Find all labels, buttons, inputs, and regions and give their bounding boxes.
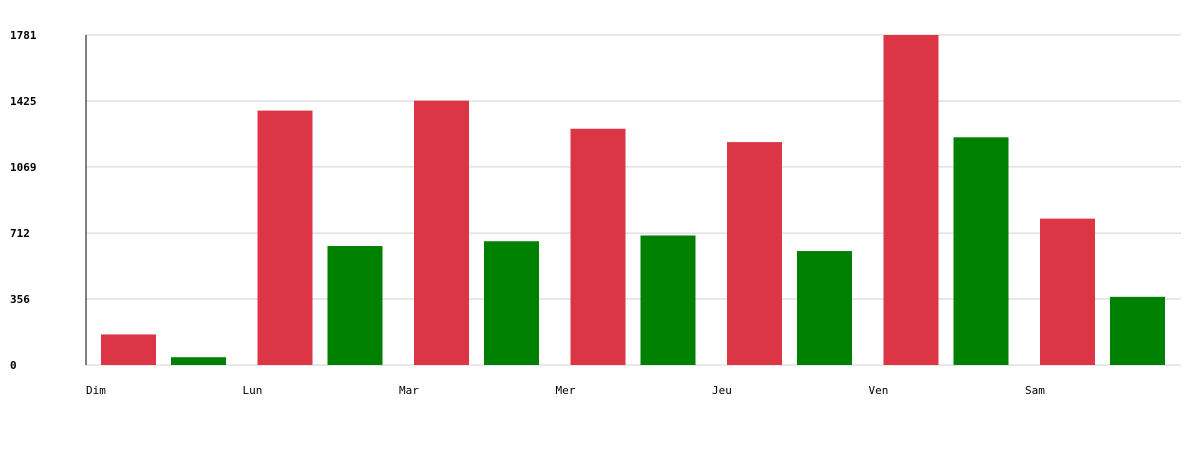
bar-ven-series-1 bbox=[883, 35, 939, 365]
y-tick-label: 1425 bbox=[10, 95, 37, 108]
x-tick-label-ven: Ven bbox=[869, 384, 889, 397]
bar-lun-series-2 bbox=[327, 246, 383, 365]
bar-dim-series-2 bbox=[171, 357, 226, 365]
y-tick-label: 1781 bbox=[10, 29, 37, 42]
y-tick-label: 1069 bbox=[10, 161, 37, 174]
bar-mar-series-2 bbox=[484, 241, 539, 365]
x-tick-label-dim: Dim bbox=[86, 384, 106, 397]
bar-jeu-series-1 bbox=[727, 142, 782, 365]
y-axis-tick-labels: 0 356 712 1069 1425 1781 bbox=[10, 29, 37, 372]
bar-sam-series-2 bbox=[1110, 296, 1165, 365]
bar-sam-series-1 bbox=[1040, 218, 1095, 365]
bar-ven-series-2 bbox=[953, 137, 1009, 365]
x-tick-label-mer: Mer bbox=[556, 384, 576, 397]
x-axis-tick-labels: Dim Lun Mar Mer Jeu Ven Sam bbox=[86, 384, 1045, 397]
bar-lun-series-1 bbox=[257, 110, 313, 365]
bar-mar-series-1 bbox=[414, 100, 469, 366]
x-tick-label-lun: Lun bbox=[243, 384, 263, 397]
y-tick-label: 0 bbox=[10, 359, 17, 372]
x-tick-label-jeu: Jeu bbox=[712, 384, 732, 397]
x-tick-label-sam: Sam bbox=[1025, 384, 1045, 397]
x-tick-label-mar: Mar bbox=[399, 384, 419, 397]
y-tick-label: 356 bbox=[10, 293, 30, 306]
bar-mer-series-1 bbox=[570, 128, 626, 365]
bar-mer-series-2 bbox=[640, 235, 696, 365]
y-tick-label: 712 bbox=[10, 227, 30, 240]
bars bbox=[101, 35, 1165, 366]
bar-jeu-series-2 bbox=[797, 251, 852, 365]
grid-lines bbox=[86, 34, 1181, 366]
bar-dim-series-1 bbox=[101, 334, 156, 365]
